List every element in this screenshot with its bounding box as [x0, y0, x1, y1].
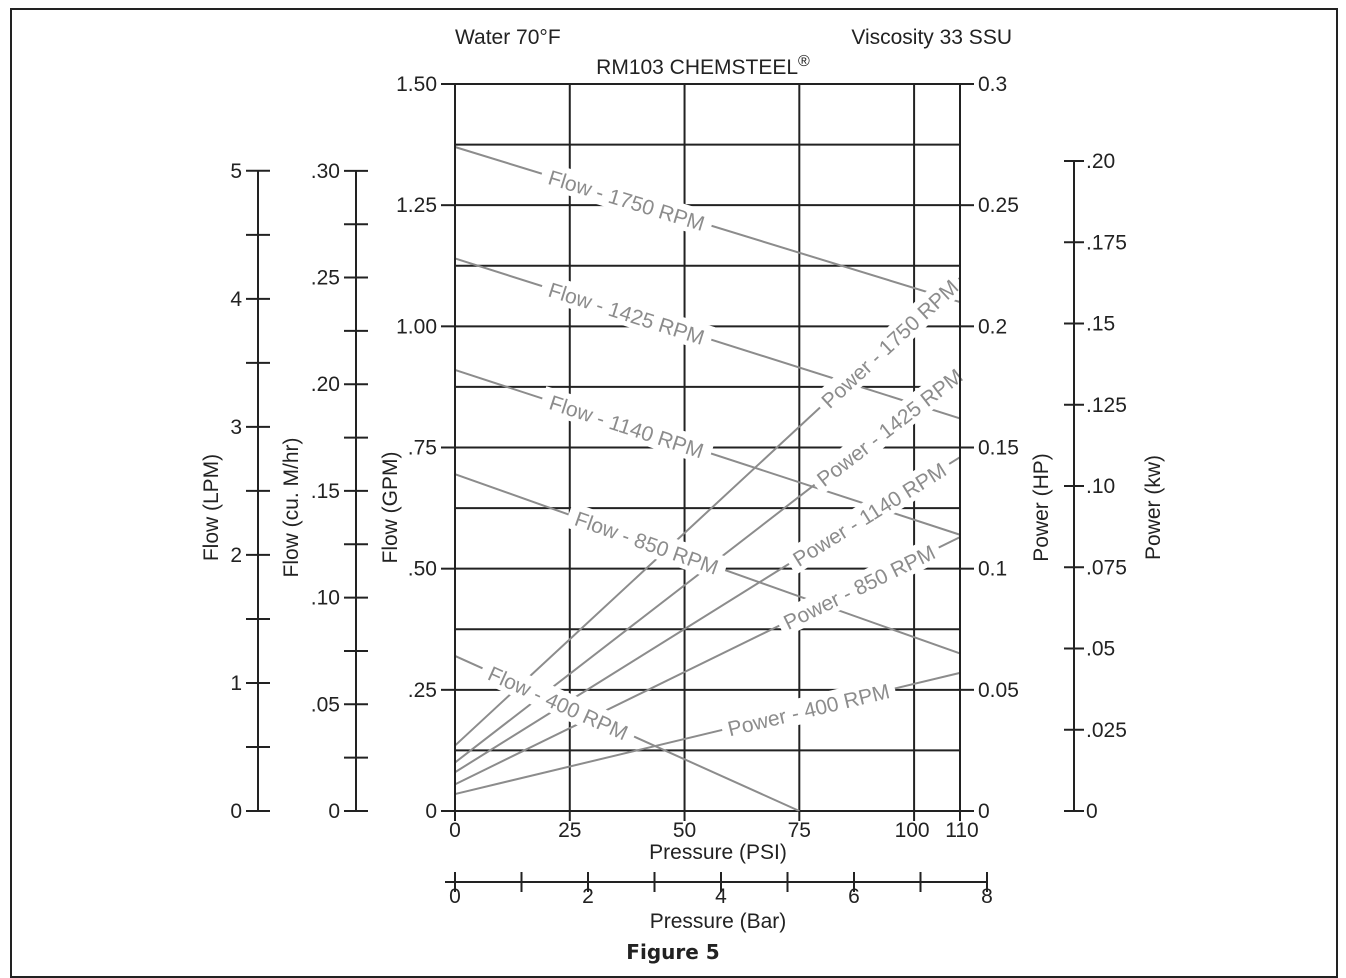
m3hr-tick-label: .30	[311, 160, 340, 183]
m3hr-tick-label: .25	[311, 267, 340, 290]
registered-mark: ®	[798, 53, 810, 70]
series-label-background	[806, 358, 972, 496]
kw-tick-label: .125	[1086, 394, 1127, 417]
m3hr-tick-label: .05	[311, 693, 340, 716]
kw-tick-label: .20	[1086, 150, 1115, 173]
hp-axis-label: Power (HP)	[1030, 453, 1053, 562]
psi-tick-label: 100	[895, 819, 930, 842]
psi-axis-label: Pressure (PSI)	[649, 841, 787, 864]
gpm-tick-label: 1.50	[396, 73, 437, 96]
series-label-background	[538, 386, 716, 466]
series-label-4: Flow - 400 RPM	[484, 662, 631, 745]
kw-tick-label: .15	[1086, 313, 1115, 336]
lpm-tick-label: 1	[230, 672, 242, 695]
series-label-background	[564, 502, 730, 583]
hp-tick-label: 0.25	[978, 194, 1019, 217]
kw-tick-label: 0	[1086, 800, 1098, 823]
series-label-background	[719, 675, 898, 743]
gpm-tick-label: 0	[425, 800, 437, 823]
bar-axis-label: Pressure (Bar)	[650, 910, 787, 933]
lpm-tick-label: 2	[230, 544, 242, 567]
kw-axis-label: Power (kw)	[1142, 455, 1165, 560]
series-label-background	[538, 161, 716, 239]
gpm-tick-label: 1.25	[396, 194, 437, 217]
gpm-tick-label: .25	[408, 679, 437, 702]
kw-tick-label: .025	[1086, 719, 1127, 742]
series-label-group-2: Flow - 1140 RPM	[538, 386, 716, 466]
psi-tick-label: 110	[945, 819, 978, 842]
hp-tick-label: 0.05	[978, 679, 1019, 702]
subtitle-right: Viscosity 33 SSU	[851, 26, 1012, 49]
bar-tick-label: 0	[449, 885, 461, 908]
psi-tick-label: 50	[673, 819, 696, 842]
bar-tick-label: 4	[715, 885, 727, 908]
lpm-tick-label: 4	[230, 288, 242, 311]
kw-tick-label: .175	[1086, 231, 1127, 254]
hp-tick-label: 0.2	[978, 315, 1007, 338]
hp-tick-label: 0.15	[978, 437, 1019, 460]
bar-tick-label: 8	[981, 885, 993, 908]
series-label-background	[811, 269, 968, 418]
lpm-axis-label: Flow (LPM)	[200, 454, 223, 561]
subtitle-left: Water 70°F	[455, 26, 561, 49]
figure-caption: Figure 5	[626, 940, 720, 964]
series-label-group-0: Flow - 1750 RPM	[538, 161, 716, 239]
series-label-background	[477, 656, 640, 749]
series-labels: Flow - 1750 RPM Flow - 1425 RPM Flow - 114…	[477, 161, 972, 749]
series-lines	[454, 146, 961, 812]
psi-tick-label: 25	[558, 819, 581, 842]
gpm-axis-label: Flow (GPM)	[379, 452, 402, 564]
hp-tick-label: 0	[978, 800, 990, 823]
gpm-tick-label: .50	[408, 558, 437, 581]
series-label-background	[538, 273, 716, 353]
hp-tick-label: 0.1	[978, 558, 1007, 581]
hp-tick-label: 0.3	[978, 73, 1007, 96]
m3hr-tick-label: .15	[311, 480, 340, 503]
lpm-tick-label: 5	[230, 160, 242, 183]
m3hr-tick-label: .20	[311, 373, 340, 396]
chart-title: RM103 CHEMSTEEL®	[596, 53, 810, 79]
series-label-group-1: Flow - 1425 RPM	[538, 273, 716, 353]
psi-tick-label: 0	[449, 819, 461, 842]
lpm-tick-label: 0	[230, 800, 242, 823]
series-label-background	[773, 535, 945, 638]
psi-tick-label: 75	[788, 819, 811, 842]
m3hr-tick-label: .10	[311, 587, 340, 610]
bar-tick-label: 2	[582, 885, 594, 908]
m3hr-axis-label: Flow (cu. M/hr)	[280, 437, 303, 577]
gpm-tick-label: .75	[408, 437, 437, 460]
m3hr-tick-label: 0	[328, 800, 340, 823]
kw-tick-label: .075	[1086, 556, 1127, 579]
bar-tick-label: 6	[848, 885, 860, 908]
kw-tick-label: .05	[1086, 638, 1115, 661]
series-label-group-9: Power - 400 RPM	[719, 675, 898, 743]
gpm-tick-label: 1.00	[396, 315, 437, 338]
kw-tick-label: .10	[1086, 475, 1115, 498]
lpm-tick-label: 3	[230, 416, 242, 439]
series-label-background	[782, 452, 957, 575]
